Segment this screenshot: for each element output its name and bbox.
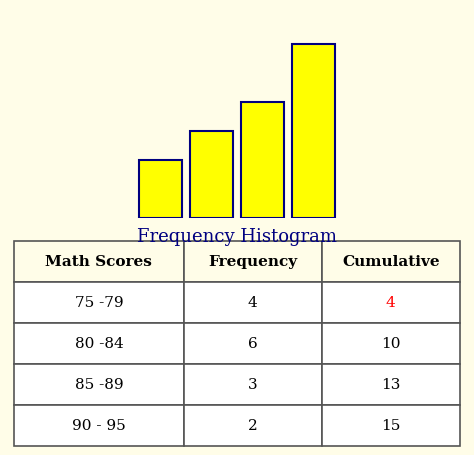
Text: 15: 15 (381, 419, 401, 432)
Text: 10: 10 (381, 337, 401, 350)
Bar (183, 405, 322, 446)
Bar (14, 241, 183, 282)
Bar (14, 323, 183, 364)
Text: 2: 2 (248, 419, 257, 432)
Text: 80 -84: 80 -84 (74, 337, 123, 350)
Text: Math Scores: Math Scores (46, 255, 152, 268)
Bar (183, 282, 322, 323)
Bar (322, 241, 460, 282)
Bar (322, 405, 460, 446)
Text: 3: 3 (248, 378, 257, 391)
Text: 13: 13 (381, 378, 401, 391)
Text: 85 -89: 85 -89 (74, 378, 123, 391)
Text: Cumulative: Cumulative (342, 255, 439, 268)
Bar (322, 282, 460, 323)
Bar (14, 282, 183, 323)
Bar (241, 103, 284, 218)
Bar (322, 323, 460, 364)
Bar (14, 405, 183, 446)
Bar (183, 364, 322, 405)
Bar (139, 161, 182, 218)
Bar (292, 45, 335, 218)
Bar (190, 132, 233, 218)
Bar (14, 364, 183, 405)
Bar (183, 241, 322, 282)
Text: 4: 4 (386, 296, 396, 309)
Text: 90 - 95: 90 - 95 (72, 419, 126, 432)
Text: 75 -79: 75 -79 (74, 296, 123, 309)
Bar (183, 323, 322, 364)
Text: Frequency Histogram: Frequency Histogram (137, 228, 337, 245)
Text: 6: 6 (248, 337, 257, 350)
Text: 4: 4 (248, 296, 257, 309)
Text: Frequency: Frequency (208, 255, 297, 268)
Bar (322, 364, 460, 405)
